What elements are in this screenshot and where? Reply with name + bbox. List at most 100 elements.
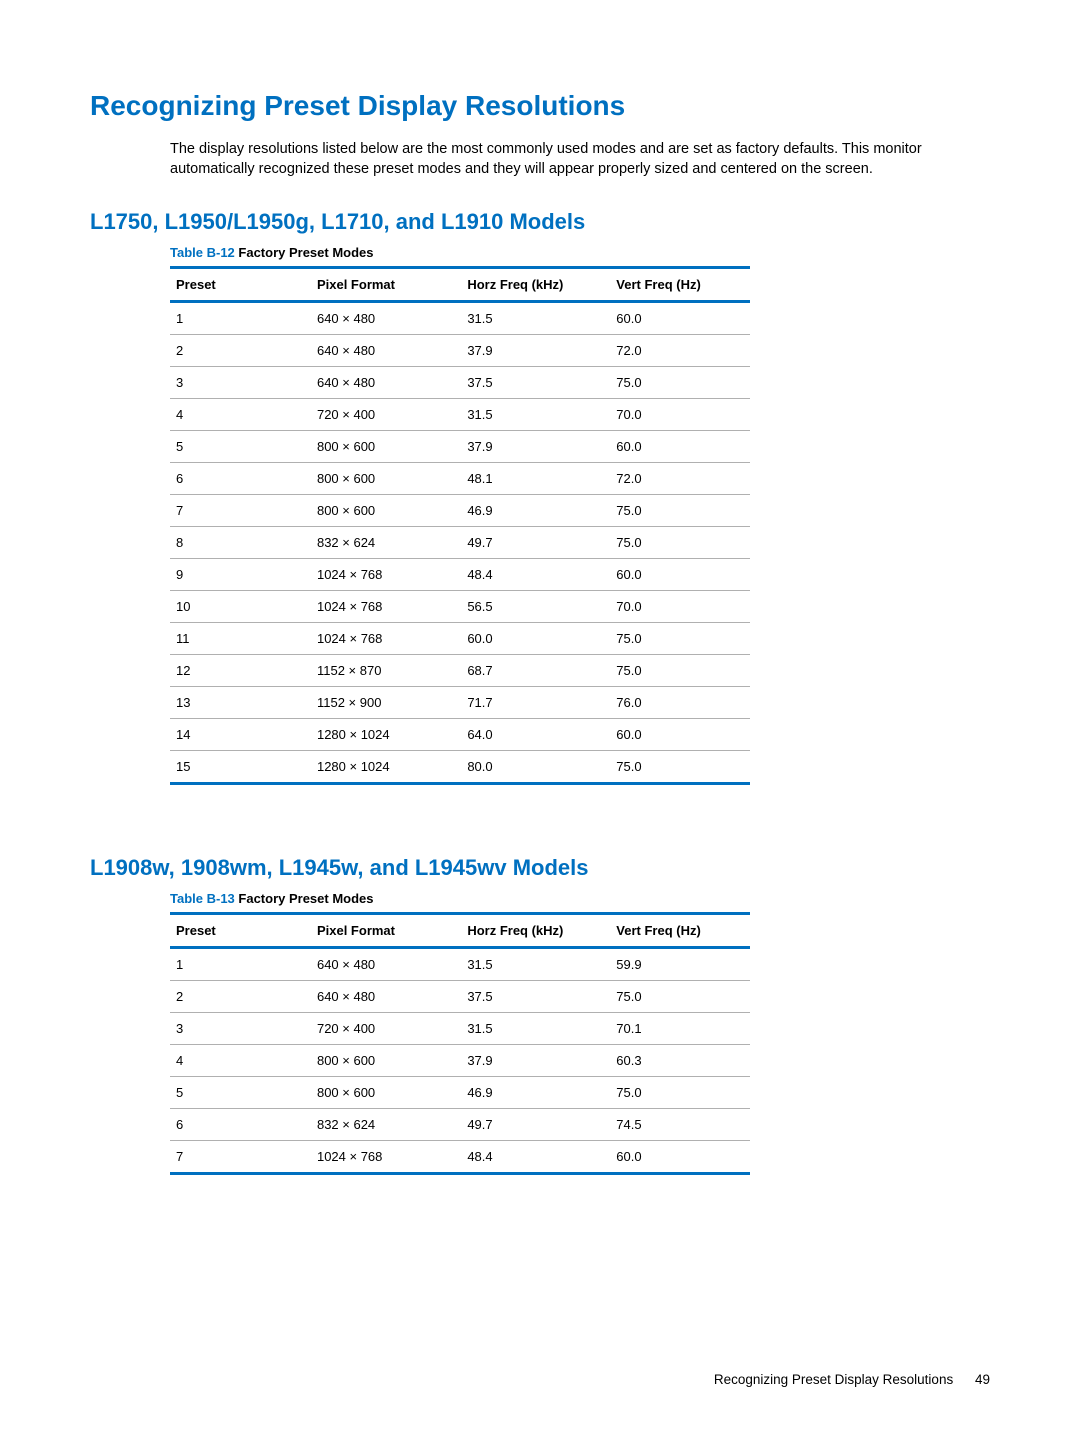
- table-b12: Preset Pixel Format Horz Freq (kHz) Vert…: [170, 266, 750, 785]
- table-cell: 70.0: [610, 591, 750, 623]
- table-cell: 74.5: [610, 1109, 750, 1141]
- table-row: 6800 × 60048.172.0: [170, 463, 750, 495]
- table-cell: 1: [170, 948, 311, 981]
- table-cell: 37.9: [461, 431, 610, 463]
- table-cell: 37.5: [461, 367, 610, 399]
- table-cell: 8: [170, 527, 311, 559]
- table-b13-caption-title: Factory Preset Modes: [235, 891, 374, 906]
- table-row: 8832 × 62449.775.0: [170, 527, 750, 559]
- table-cell: 60.3: [610, 1045, 750, 1077]
- table-row: 101024 × 76856.570.0: [170, 591, 750, 623]
- table-b12-caption-title: Factory Preset Modes: [235, 245, 374, 260]
- table-cell: 60.0: [461, 623, 610, 655]
- col-header-pixel: Pixel Format: [311, 914, 461, 948]
- table-row: 7800 × 60046.975.0: [170, 495, 750, 527]
- col-header-preset: Preset: [170, 914, 311, 948]
- table-b13-caption-num: Table B-13: [170, 891, 235, 906]
- table-cell: 720 × 400: [311, 399, 461, 431]
- table-cell: 75.0: [610, 1077, 750, 1109]
- table-row: 1640 × 48031.560.0: [170, 302, 750, 335]
- table-row: 2640 × 48037.575.0: [170, 981, 750, 1013]
- table-cell: 6: [170, 463, 311, 495]
- table-row: 1640 × 48031.559.9: [170, 948, 750, 981]
- table-row: 3720 × 40031.570.1: [170, 1013, 750, 1045]
- col-header-horz: Horz Freq (kHz): [461, 914, 610, 948]
- table-b13-caption: Table B-13 Factory Preset Modes: [170, 891, 990, 906]
- table-cell: 75.0: [610, 981, 750, 1013]
- table-cell: 2: [170, 981, 311, 1013]
- table-cell: 1280 × 1024: [311, 719, 461, 751]
- table-cell: 10: [170, 591, 311, 623]
- table-row: 151280 × 102480.075.0: [170, 751, 750, 784]
- table-cell: 75.0: [610, 751, 750, 784]
- col-header-pixel: Pixel Format: [311, 268, 461, 302]
- table-row: 6832 × 62449.774.5: [170, 1109, 750, 1141]
- table-cell: 832 × 624: [311, 527, 461, 559]
- table-cell: 1280 × 1024: [311, 751, 461, 784]
- table-row: 5800 × 60046.975.0: [170, 1077, 750, 1109]
- table-b12-caption: Table B-12 Factory Preset Modes: [170, 245, 990, 260]
- table-cell: 56.5: [461, 591, 610, 623]
- table-cell: 640 × 480: [311, 981, 461, 1013]
- table-cell: 72.0: [610, 335, 750, 367]
- col-header-vert: Vert Freq (Hz): [610, 914, 750, 948]
- table-cell: 48.4: [461, 1141, 610, 1174]
- table-cell: 14: [170, 719, 311, 751]
- section1-heading: L1750, L1950/L1950g, L1710, and L1910 Mo…: [90, 209, 990, 235]
- table-cell: 5: [170, 1077, 311, 1109]
- table-cell: 11: [170, 623, 311, 655]
- table-row: 111024 × 76860.075.0: [170, 623, 750, 655]
- table-b12-wrap: Table B-12 Factory Preset Modes Preset P…: [170, 245, 990, 785]
- table-b13: Preset Pixel Format Horz Freq (kHz) Vert…: [170, 912, 750, 1175]
- table-cell: 49.7: [461, 527, 610, 559]
- table-cell: 75.0: [610, 367, 750, 399]
- table-cell: 31.5: [461, 1013, 610, 1045]
- table-cell: 64.0: [461, 719, 610, 751]
- table-cell: 60.0: [610, 719, 750, 751]
- table-cell: 6: [170, 1109, 311, 1141]
- table-row: 3640 × 48037.575.0: [170, 367, 750, 399]
- table-cell: 76.0: [610, 687, 750, 719]
- table-cell: 800 × 600: [311, 463, 461, 495]
- table-row: 5800 × 60037.960.0: [170, 431, 750, 463]
- table-cell: 31.5: [461, 948, 610, 981]
- table-cell: 59.9: [610, 948, 750, 981]
- table-row: 4720 × 40031.570.0: [170, 399, 750, 431]
- table-row: 141280 × 102464.060.0: [170, 719, 750, 751]
- table-header-row: Preset Pixel Format Horz Freq (kHz) Vert…: [170, 914, 750, 948]
- table-cell: 75.0: [610, 623, 750, 655]
- table-cell: 1: [170, 302, 311, 335]
- table-cell: 75.0: [610, 655, 750, 687]
- table-cell: 37.9: [461, 335, 610, 367]
- col-header-preset: Preset: [170, 268, 311, 302]
- table-cell: 12: [170, 655, 311, 687]
- table-b13-body: 1640 × 48031.559.92640 × 48037.575.03720…: [170, 948, 750, 1174]
- page-footer: Recognizing Preset Display Resolutions 4…: [714, 1372, 990, 1387]
- table-cell: 1152 × 870: [311, 655, 461, 687]
- col-header-vert: Vert Freq (Hz): [610, 268, 750, 302]
- table-cell: 2: [170, 335, 311, 367]
- table-row: 4800 × 60037.960.3: [170, 1045, 750, 1077]
- table-header-row: Preset Pixel Format Horz Freq (kHz) Vert…: [170, 268, 750, 302]
- table-cell: 5: [170, 431, 311, 463]
- table-cell: 60.0: [610, 1141, 750, 1174]
- table-cell: 720 × 400: [311, 1013, 461, 1045]
- table-cell: 70.1: [610, 1013, 750, 1045]
- table-row: 71024 × 76848.460.0: [170, 1141, 750, 1174]
- table-row: 91024 × 76848.460.0: [170, 559, 750, 591]
- table-cell: 48.1: [461, 463, 610, 495]
- table-cell: 49.7: [461, 1109, 610, 1141]
- table-cell: 68.7: [461, 655, 610, 687]
- table-cell: 48.4: [461, 559, 610, 591]
- table-row: 131152 × 90071.776.0: [170, 687, 750, 719]
- table-cell: 1024 × 768: [311, 559, 461, 591]
- table-cell: 640 × 480: [311, 367, 461, 399]
- table-cell: 75.0: [610, 527, 750, 559]
- table-cell: 71.7: [461, 687, 610, 719]
- document-page: Recognizing Preset Display Resolutions T…: [0, 0, 1080, 1175]
- table-cell: 640 × 480: [311, 302, 461, 335]
- table-cell: 60.0: [610, 302, 750, 335]
- table-b13-wrap: Table B-13 Factory Preset Modes Preset P…: [170, 891, 990, 1175]
- table-cell: 72.0: [610, 463, 750, 495]
- table-cell: 800 × 600: [311, 1045, 461, 1077]
